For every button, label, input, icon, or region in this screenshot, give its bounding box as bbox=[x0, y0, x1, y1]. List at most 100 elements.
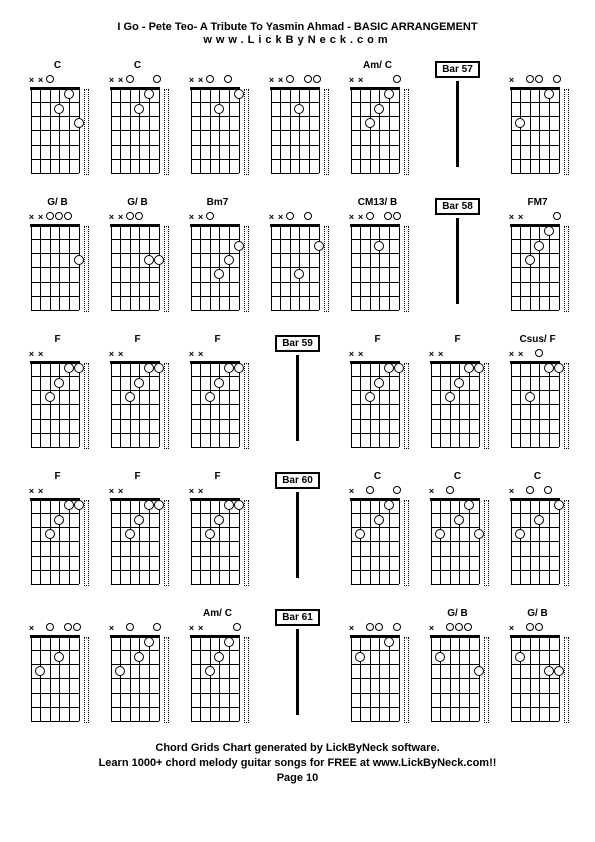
melody-side-box bbox=[484, 363, 489, 449]
chord-diagram bbox=[347, 212, 403, 312]
bar-marker: Bar 61 bbox=[266, 608, 329, 715]
chord-diagram bbox=[187, 349, 243, 449]
chord-diagram bbox=[187, 623, 243, 723]
chord-cell: G/ B bbox=[106, 197, 169, 312]
footer-line: Chord Grids Chart generated by LickByNec… bbox=[26, 741, 569, 756]
page-footer: Chord Grids Chart generated by LickByNec… bbox=[26, 741, 569, 786]
melody-side-box bbox=[244, 226, 249, 312]
chord-diagram bbox=[267, 212, 323, 312]
bar-marker: Bar 58 bbox=[426, 197, 489, 304]
melody-side-box bbox=[84, 363, 89, 449]
footer-line: Learn 1000+ chord melody guitar songs fo… bbox=[26, 756, 569, 771]
chord-name-label: F bbox=[214, 334, 220, 347]
chord-name-label: F bbox=[54, 334, 60, 347]
chord-name-label: C bbox=[374, 471, 381, 484]
melody-side-box bbox=[404, 89, 409, 175]
chord-diagram bbox=[347, 486, 403, 586]
chord-diagram bbox=[187, 212, 243, 312]
chord-diagram bbox=[507, 486, 563, 586]
chord-diagram bbox=[107, 486, 163, 586]
page-url: www.LickByNeck.com bbox=[26, 34, 569, 46]
chord-cell bbox=[346, 608, 409, 723]
chord-cell: G/ B bbox=[426, 608, 489, 723]
chord-cell: F bbox=[346, 334, 409, 449]
melody-side-box bbox=[244, 363, 249, 449]
chord-name-label: F bbox=[54, 471, 60, 484]
chord-cell bbox=[26, 608, 89, 723]
chord-cell: C bbox=[26, 60, 89, 175]
chord-name-label: C bbox=[454, 471, 461, 484]
chord-name-label: Bm7 bbox=[207, 197, 229, 210]
chord-cell: F bbox=[186, 471, 249, 586]
chord-diagram bbox=[267, 75, 323, 175]
melody-side-box bbox=[164, 226, 169, 312]
chord-cell bbox=[186, 60, 249, 175]
chord-cell: G/ B bbox=[26, 197, 89, 312]
melody-side-box bbox=[484, 500, 489, 586]
chord-row: F F F Bar 60 C C C bbox=[26, 471, 569, 586]
bar-label: Bar 60 bbox=[275, 472, 320, 489]
bar-marker: Bar 59 bbox=[266, 334, 329, 441]
chord-diagram bbox=[507, 349, 563, 449]
chord-cell bbox=[266, 60, 329, 175]
melody-side-box bbox=[244, 637, 249, 723]
chord-grid-rows: CCAm/ CBar 57G/ BG/ BBm7CM13/ BBar 58FM7… bbox=[26, 60, 569, 723]
chord-cell: C bbox=[346, 471, 409, 586]
chord-name-label: F bbox=[454, 334, 460, 347]
chord-diagram bbox=[107, 212, 163, 312]
melody-side-box bbox=[164, 500, 169, 586]
chord-diagram bbox=[27, 623, 83, 723]
chord-name-label: G/ B bbox=[127, 197, 148, 210]
page-title: I Go - Pete Teo- A Tribute To Yasmin Ahm… bbox=[26, 20, 569, 34]
chord-diagram bbox=[27, 349, 83, 449]
bar-label: Bar 61 bbox=[275, 609, 320, 626]
chord-diagram bbox=[27, 212, 83, 312]
melody-side-box bbox=[564, 226, 569, 312]
melody-side-box bbox=[84, 637, 89, 723]
melody-side-box bbox=[404, 500, 409, 586]
bar-label: Bar 58 bbox=[435, 198, 480, 215]
chord-cell bbox=[106, 608, 169, 723]
chord-name-label: C bbox=[534, 471, 541, 484]
chord-diagram bbox=[187, 75, 243, 175]
chord-cell bbox=[506, 60, 569, 175]
chord-cell: F bbox=[186, 334, 249, 449]
bar-label: Bar 57 bbox=[435, 61, 480, 78]
bar-line bbox=[296, 492, 299, 578]
chord-name-label: C bbox=[134, 60, 141, 73]
melody-side-box bbox=[564, 637, 569, 723]
chord-cell: Csus/ F bbox=[506, 334, 569, 449]
chord-row: Am/ CBar 61G/ BG/ B bbox=[26, 608, 569, 723]
chord-row: F F F Bar 59 F F Csus/ F bbox=[26, 334, 569, 449]
melody-side-box bbox=[324, 89, 329, 175]
chord-name-label: FM7 bbox=[528, 197, 548, 210]
melody-side-box bbox=[84, 500, 89, 586]
melody-side-box bbox=[84, 89, 89, 175]
chord-cell: F bbox=[106, 334, 169, 449]
chord-name-label: G/ B bbox=[47, 197, 68, 210]
chord-cell: F bbox=[426, 334, 489, 449]
chord-row: G/ BG/ BBm7CM13/ BBar 58FM7 bbox=[26, 197, 569, 312]
chord-diagram bbox=[27, 486, 83, 586]
chord-diagram bbox=[427, 623, 483, 723]
chord-diagram bbox=[107, 349, 163, 449]
chord-cell: F bbox=[106, 471, 169, 586]
chord-cell: Bm7 bbox=[186, 197, 249, 312]
chord-cell: FM7 bbox=[506, 197, 569, 312]
melody-side-box bbox=[404, 226, 409, 312]
chord-diagram bbox=[507, 75, 563, 175]
chord-name-label: G/ B bbox=[527, 608, 548, 621]
melody-side-box bbox=[564, 500, 569, 586]
chord-cell: C bbox=[426, 471, 489, 586]
chord-diagram bbox=[427, 349, 483, 449]
bar-line bbox=[456, 81, 459, 167]
bar-label: Bar 59 bbox=[275, 335, 320, 352]
chord-name-label: F bbox=[134, 471, 140, 484]
chord-cell bbox=[266, 197, 329, 312]
chord-cell: G/ B bbox=[506, 608, 569, 723]
chord-diagram bbox=[427, 486, 483, 586]
footer-page: Page 10 bbox=[26, 771, 569, 786]
chord-name-label: F bbox=[374, 334, 380, 347]
melody-side-box bbox=[244, 500, 249, 586]
chord-diagram bbox=[347, 75, 403, 175]
